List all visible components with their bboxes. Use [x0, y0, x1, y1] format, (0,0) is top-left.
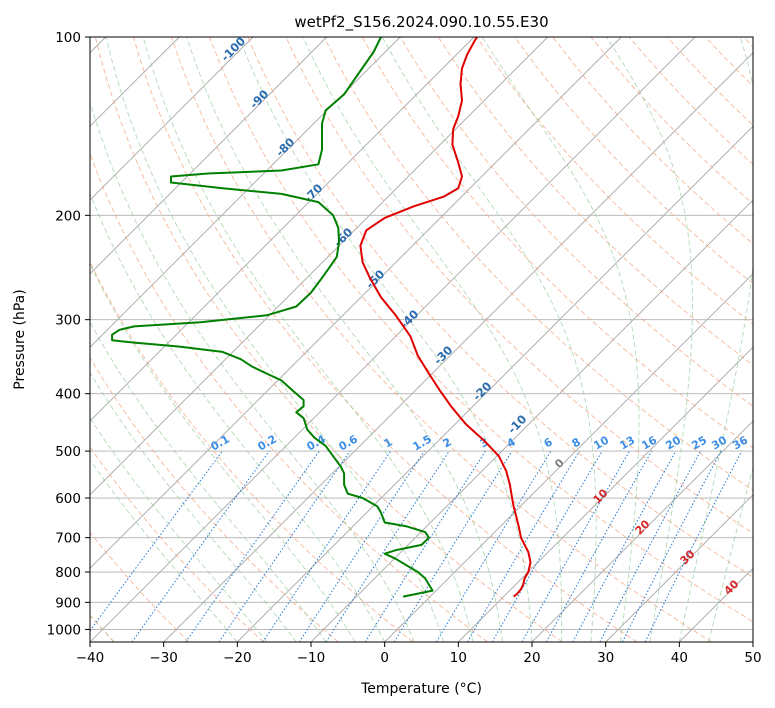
y-tick-label: 900	[55, 595, 81, 611]
chart-title: wetPf2_S156.2024.090.10.55.E30	[294, 13, 548, 32]
moist-adiabat-line	[678, 37, 753, 642]
isotherm-line	[236, 125, 753, 642]
isotherm-line	[752, 641, 753, 642]
y-axis-label: Pressure (hPa)	[12, 289, 28, 389]
background-lines	[90, 37, 753, 642]
mixing-ratio-line	[298, 450, 425, 642]
x-tick-label: 20	[523, 650, 540, 666]
y-tick-label: 200	[55, 208, 81, 224]
moist-adiabat-line	[90, 192, 386, 642]
moist-adiabat-line	[90, 459, 238, 642]
temperature-profile-line	[359, 37, 532, 598]
dry-adiabat-line	[399, 37, 753, 407]
moist-adiabat-line	[105, 37, 445, 642]
y-tick-label: 700	[55, 531, 81, 547]
dry-adiabat-line	[94, 37, 563, 642]
moist-adiabat-line	[90, 417, 268, 642]
dry-adiabat-line	[514, 37, 753, 285]
isotherm-line	[90, 37, 696, 642]
dry-adiabat-line	[132, 37, 638, 642]
isotherm-line	[90, 37, 549, 496]
isotherm-line	[90, 37, 254, 201]
x-tick-label: 0	[380, 650, 389, 666]
moist-adiabat-line	[708, 465, 753, 642]
mixing-ratio-line	[435, 450, 552, 642]
dry-adiabat-line	[361, 37, 753, 449]
dry-adiabat-line	[323, 37, 753, 491]
isotherm-line	[90, 37, 622, 569]
plot-background	[90, 37, 753, 642]
y-tick-label: 300	[55, 313, 81, 329]
plot-frame	[89, 36, 754, 643]
y-tick-label: 1000	[47, 622, 81, 638]
mixing-ratio-line	[621, 450, 722, 642]
dry-adiabat-line	[90, 356, 339, 642]
isotherm-line	[90, 37, 328, 275]
mixing-ratio-line	[364, 450, 486, 642]
x-axis-label: Temperature (°C)	[360, 681, 482, 697]
x-tick-label: 40	[671, 650, 688, 666]
y-tick-label: 400	[55, 387, 81, 403]
moist-adiabat-line	[90, 321, 327, 642]
mixing-ratio-line	[393, 450, 513, 642]
moist-adiabat-line	[606, 37, 693, 642]
mixing-ratio-line	[325, 450, 450, 642]
x-tick-label: −20	[223, 650, 252, 666]
isotherm-line	[605, 494, 753, 642]
mixing-ratio-line	[521, 450, 630, 642]
y-tick-label: 800	[55, 565, 81, 581]
dry-adiabat-line	[285, 37, 753, 535]
dry-adiabat-line	[438, 37, 753, 366]
isotherm-line	[163, 52, 753, 642]
dry-adiabat-line	[90, 152, 488, 642]
moist-adiabat-line	[186, 37, 503, 642]
isotherm-line	[90, 37, 475, 422]
dry-adiabat-line	[90, 261, 414, 642]
profile-lines	[111, 37, 532, 598]
mixing-ratio-line	[545, 450, 653, 642]
axes: −40 −30 −20 −10 0 10 20 30 40 50 100 200 300 400 500 60…	[47, 30, 762, 666]
mixing-ratio-line	[131, 450, 270, 642]
x-tick-label: −30	[149, 650, 178, 666]
moist-adiabat-line	[302, 37, 563, 642]
mixing-ratio-line	[185, 450, 320, 642]
x-tick-label: 10	[450, 650, 467, 666]
x-tick-label: −40	[76, 650, 105, 666]
mixing-ratio-line	[262, 450, 392, 642]
isotherm-line	[90, 37, 401, 348]
dry-adiabat-line	[209, 37, 753, 623]
y-tick-label: 100	[55, 30, 81, 46]
y-tick-label: 600	[55, 491, 81, 507]
mixing-ratio-line	[90, 450, 223, 632]
x-tick-label: −10	[297, 650, 326, 666]
mixing-ratio-line	[572, 450, 677, 642]
dry-adiabat-line	[171, 37, 712, 642]
moist-adiabat-line	[481, 37, 640, 642]
dewpoint-profile-line	[111, 37, 434, 598]
moist-adiabat-line	[142, 37, 474, 642]
mixing-ratio-line	[218, 450, 351, 642]
dry-adiabat-line	[247, 37, 753, 578]
y-tick-label: 500	[55, 444, 81, 460]
mixing-ratio-line	[644, 450, 743, 642]
x-tick-label: 50	[744, 650, 761, 666]
dry-adiabat-line	[90, 446, 264, 642]
moist-adiabat-line	[382, 37, 597, 642]
mixing-ratio-line	[599, 450, 701, 642]
dry-adiabat-line	[90, 531, 190, 642]
isotherm-line	[384, 273, 753, 642]
moist-adiabat-line	[90, 262, 356, 642]
isotherm-line	[531, 420, 753, 642]
x-tick-label: 30	[597, 650, 614, 666]
moist-adiabat-line	[238, 37, 533, 642]
isotherm-line	[457, 346, 753, 642]
